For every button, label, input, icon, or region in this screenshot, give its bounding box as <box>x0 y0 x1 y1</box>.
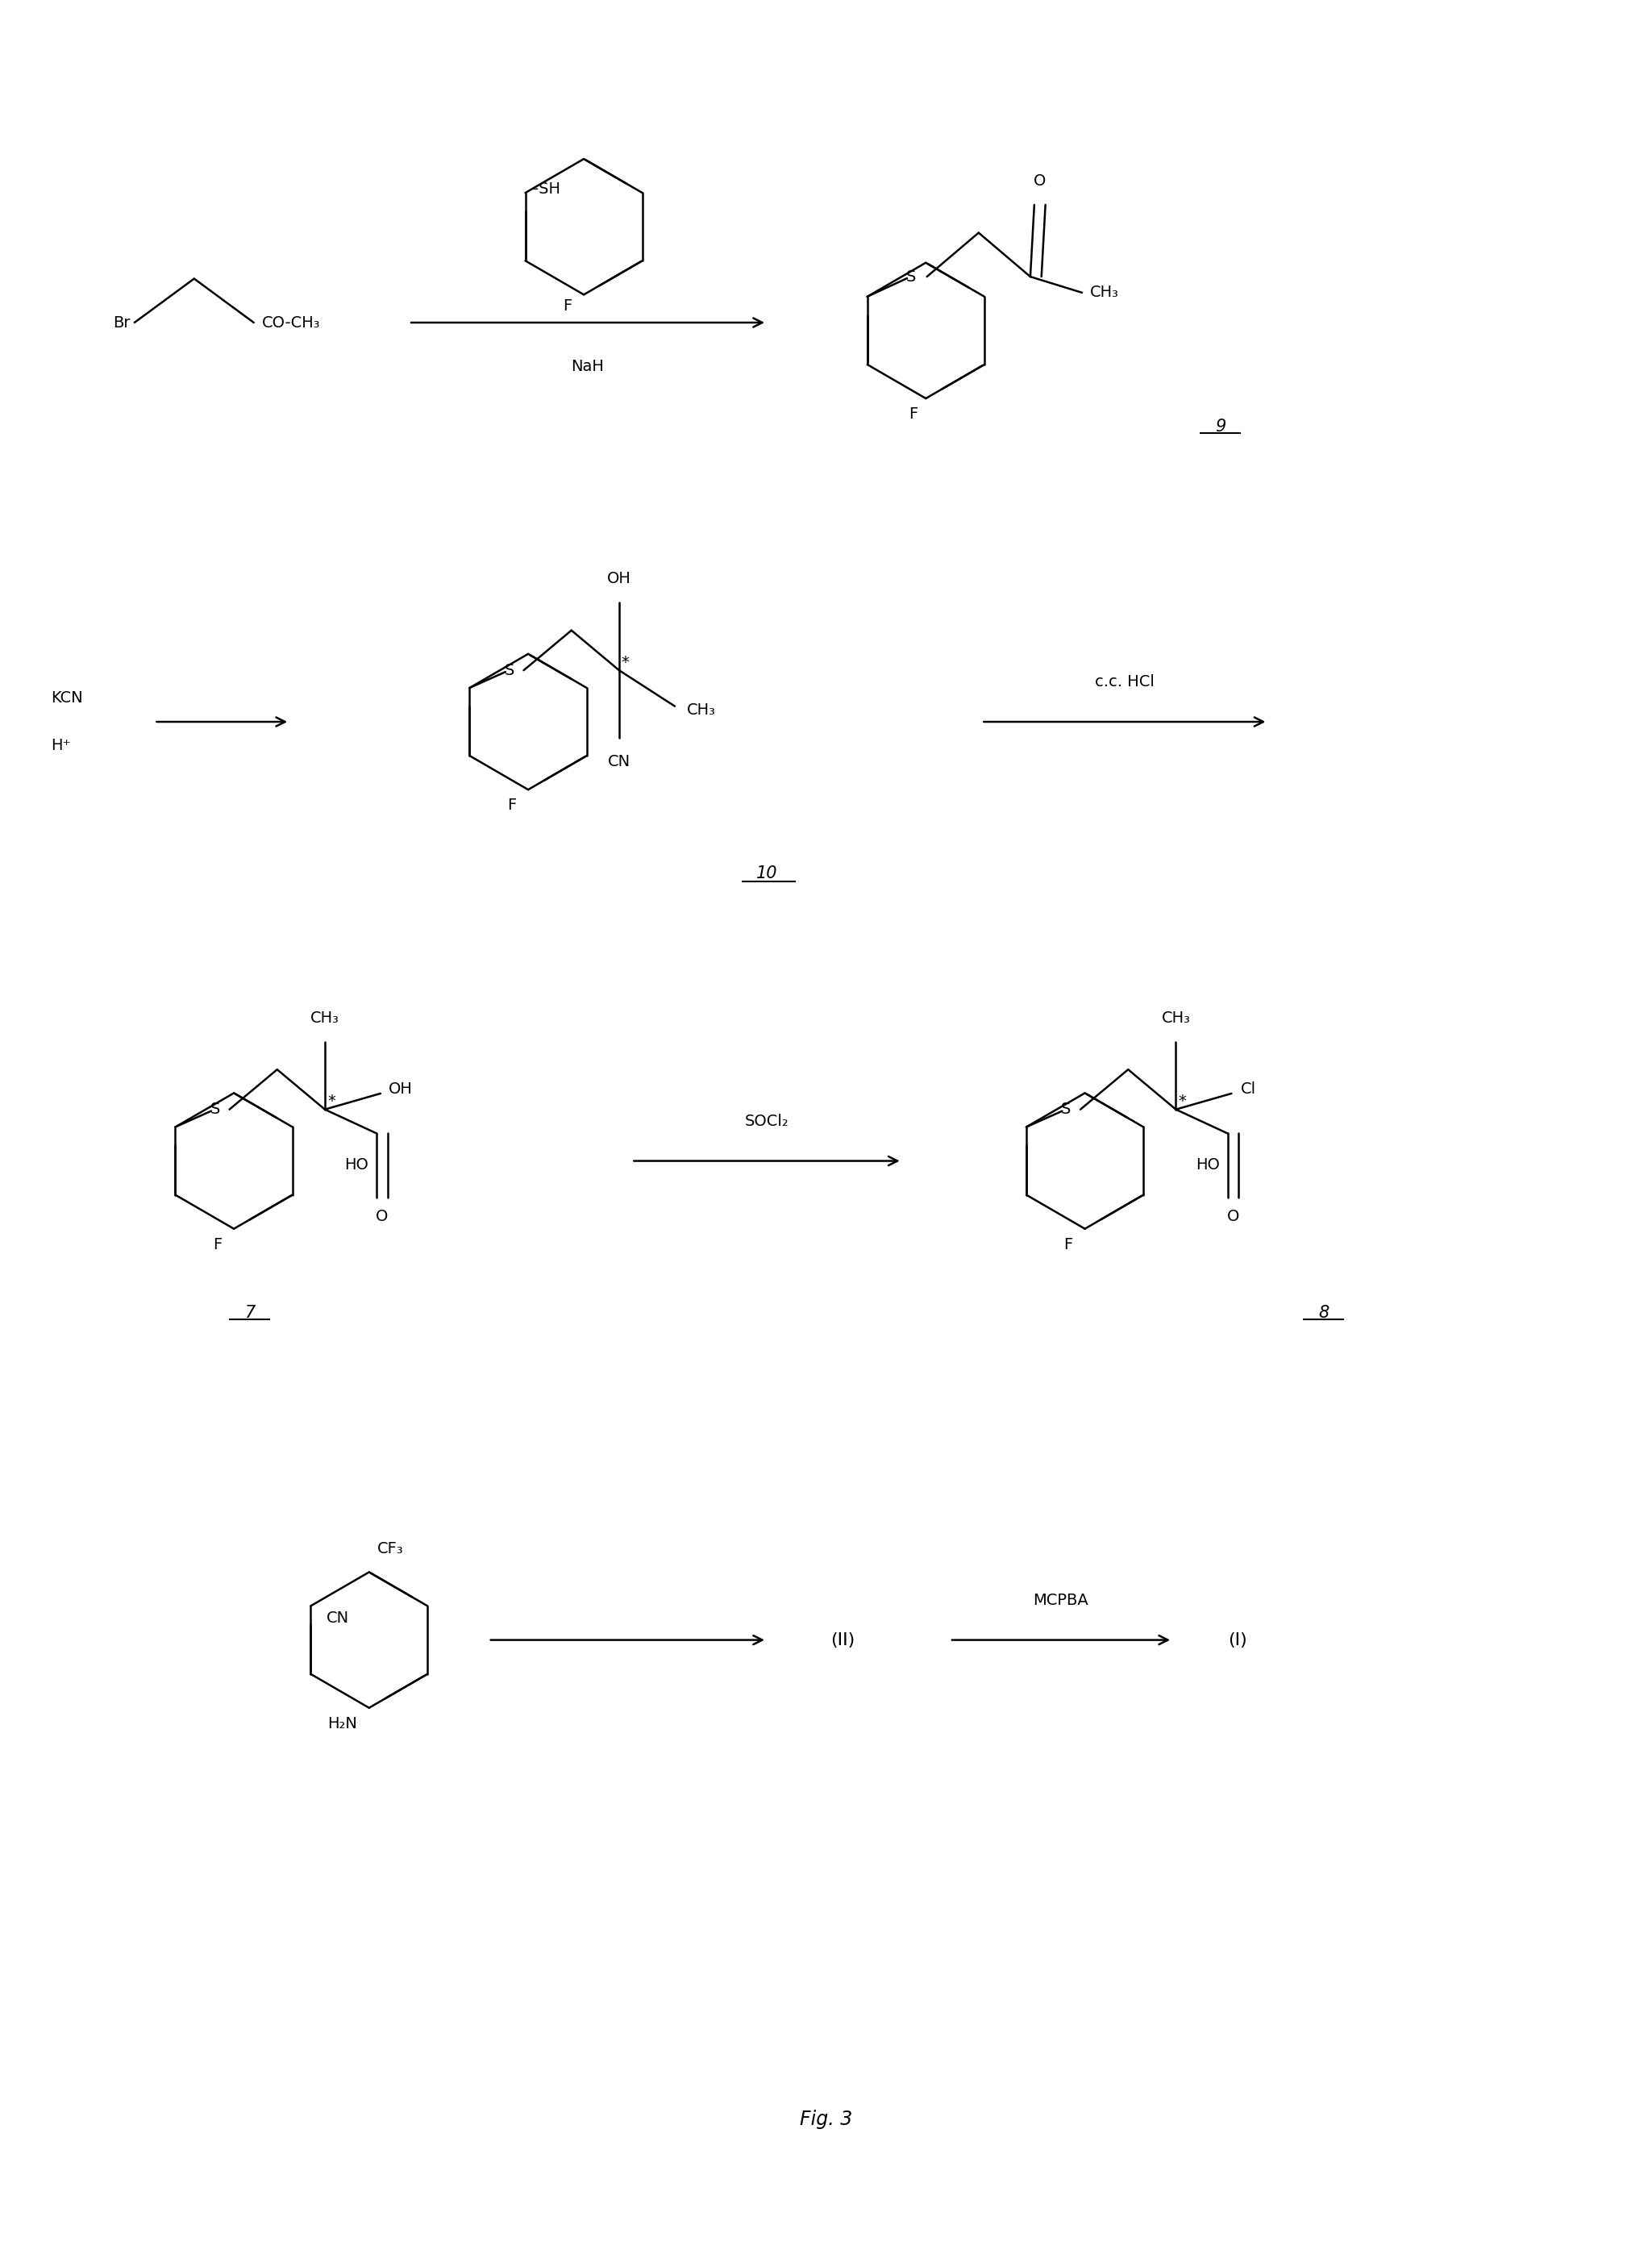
Text: CH₃: CH₃ <box>687 702 715 718</box>
Text: S: S <box>905 270 915 284</box>
Text: O: O <box>1227 1208 1239 1224</box>
Text: CH₃: CH₃ <box>1090 286 1118 299</box>
Text: F: F <box>563 299 572 315</box>
Text: S: S <box>210 1102 220 1116</box>
Text: OH: OH <box>606 571 631 587</box>
Text: (I): (I) <box>1227 1631 1247 1647</box>
Text: CF₃: CF₃ <box>377 1541 403 1557</box>
Text: CO-CH₃: CO-CH₃ <box>261 315 320 331</box>
Text: CN: CN <box>327 1611 349 1627</box>
Text: NaH: NaH <box>572 358 605 374</box>
Text: CH₃: CH₃ <box>311 1010 339 1026</box>
Text: Br: Br <box>112 315 131 331</box>
Text: 8: 8 <box>1318 1305 1328 1321</box>
Text: HO: HO <box>1196 1159 1219 1172</box>
Text: KCN: KCN <box>51 691 83 706</box>
Text: O: O <box>1034 173 1046 189</box>
Text: c.c. HCl: c.c. HCl <box>1095 675 1155 691</box>
Text: 7: 7 <box>244 1305 254 1321</box>
Text: OH: OH <box>388 1082 413 1098</box>
Text: *: * <box>621 655 629 670</box>
Text: F: F <box>909 407 919 421</box>
Text: Fig. 3: Fig. 3 <box>800 2108 852 2128</box>
Text: O: O <box>377 1208 388 1224</box>
Text: MCPBA: MCPBA <box>1032 1593 1089 1609</box>
Text: F: F <box>213 1238 221 1251</box>
Text: 10: 10 <box>757 866 778 882</box>
Text: SOCl₂: SOCl₂ <box>745 1114 788 1129</box>
Text: Cl: Cl <box>1241 1082 1257 1098</box>
Text: F: F <box>1064 1238 1072 1251</box>
Text: S: S <box>504 664 514 677</box>
Text: S: S <box>1061 1102 1070 1116</box>
Text: H⁺: H⁺ <box>51 738 71 754</box>
Text: F: F <box>507 799 515 812</box>
Text: H₂N: H₂N <box>327 1717 357 1730</box>
Text: CN: CN <box>608 754 631 770</box>
Text: *: * <box>327 1094 335 1109</box>
Text: (II): (II) <box>831 1631 854 1647</box>
Text: 9: 9 <box>1214 418 1226 434</box>
Text: -SH: -SH <box>534 182 560 196</box>
Text: CH₃: CH₃ <box>1161 1010 1191 1026</box>
Text: HO: HO <box>345 1159 368 1172</box>
Text: *: * <box>1178 1094 1186 1109</box>
